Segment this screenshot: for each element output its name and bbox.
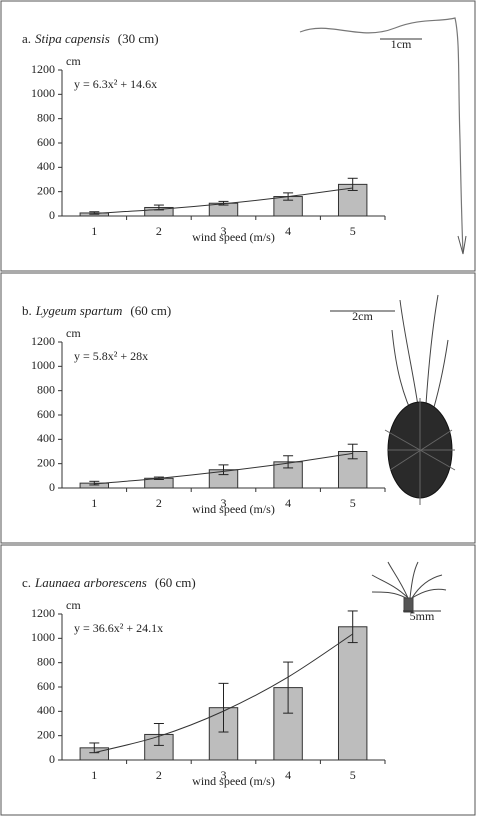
chart-title: a. Stipa capensis (30 cm) — [22, 31, 159, 46]
y-tick-label: 400 — [37, 159, 55, 173]
x-tick-label: 2 — [156, 768, 162, 782]
illustration — [384, 294, 456, 505]
y-tick-label: 600 — [37, 679, 55, 693]
fit-curve — [94, 633, 353, 754]
y-tick-label: 600 — [37, 407, 55, 421]
y-tick-label: 400 — [37, 703, 55, 717]
y-tick-label: 0 — [49, 480, 55, 494]
fit-curve — [94, 452, 353, 485]
x-axis-label: wind speed (m/s) — [192, 502, 275, 516]
y-tick-label: 200 — [37, 183, 55, 197]
y-tick-label: 0 — [49, 208, 55, 222]
title-part: b. — [22, 303, 32, 318]
title-part: Lygeum spartum — [35, 303, 123, 318]
x-tick-label: 2 — [156, 496, 162, 510]
title-part: a. — [22, 31, 31, 46]
illustration — [457, 235, 467, 255]
x-tick-label: 3 — [221, 768, 227, 782]
panel-border — [0, 0, 476, 272]
x-tick-label: 5 — [350, 768, 356, 782]
x-axis-label: wind speed (m/s) — [192, 230, 275, 244]
x-tick-label: 3 — [221, 224, 227, 238]
y-unit: cm — [66, 54, 81, 68]
panel-border — [0, 544, 476, 816]
y-tick-label: 1000 — [31, 630, 55, 644]
fit-curve — [94, 187, 353, 214]
x-tick-label: 1 — [91, 496, 97, 510]
x-tick-label: 1 — [91, 224, 97, 238]
equation: y = 36.6x² + 24.1x — [74, 621, 163, 635]
chart-title: c. Launaea arborescens (60 cm) — [22, 575, 196, 590]
y-tick-label: 800 — [37, 654, 55, 668]
x-tick-label: 2 — [156, 224, 162, 238]
x-tick-label: 4 — [285, 768, 291, 782]
panel-border — [0, 272, 476, 544]
x-axis-label: wind speed (m/s) — [192, 774, 275, 788]
illustration — [299, 17, 464, 253]
y-unit: cm — [66, 598, 81, 612]
title-part: (30 cm) — [118, 31, 159, 46]
x-tick-label: 4 — [285, 224, 291, 238]
x-tick-label: 5 — [350, 224, 356, 238]
y-tick-label: 200 — [37, 455, 55, 469]
scale-label: 5mm — [410, 609, 435, 623]
y-tick-label: 1200 — [31, 62, 55, 76]
illustration — [371, 561, 447, 613]
title-part: Launaea arborescens — [34, 575, 147, 590]
y-tick-label: 1000 — [31, 86, 55, 100]
chart-title: b. Lygeum spartum (60 cm) — [22, 303, 171, 318]
y-tick-label: 800 — [37, 110, 55, 124]
title-part: Stipa capensis — [35, 31, 110, 46]
y-tick-label: 1200 — [31, 334, 55, 348]
bar — [337, 626, 368, 761]
y-tick-label: 800 — [37, 382, 55, 396]
x-tick-label: 3 — [221, 496, 227, 510]
y-tick-label: 0 — [49, 752, 55, 766]
y-tick-label: 1200 — [31, 606, 55, 620]
title-part: c. — [22, 575, 31, 590]
x-tick-label: 5 — [350, 496, 356, 510]
y-tick-label: 1000 — [31, 358, 55, 372]
scale-label: 1cm — [391, 37, 412, 51]
x-tick-label: 4 — [285, 496, 291, 510]
y-unit: cm — [66, 326, 81, 340]
scale-label: 2cm — [352, 309, 373, 323]
equation: y = 6.3x² + 14.6x — [74, 77, 157, 91]
title-part: (60 cm) — [130, 303, 171, 318]
title-part: (60 cm) — [155, 575, 196, 590]
x-tick-label: 1 — [91, 768, 97, 782]
equation: y = 5.8x² + 28x — [74, 349, 148, 363]
y-tick-label: 400 — [37, 431, 55, 445]
y-tick-label: 200 — [37, 727, 55, 741]
y-tick-label: 600 — [37, 135, 55, 149]
